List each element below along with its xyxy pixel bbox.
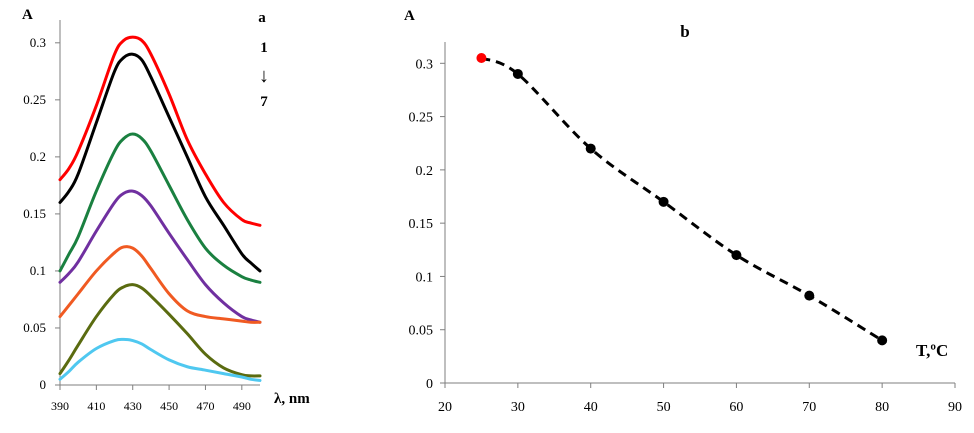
panel-a-x-tick-label: 470 xyxy=(196,399,214,413)
panel-a-label: a xyxy=(258,10,266,26)
panel-b-label: b xyxy=(680,22,689,41)
data-point xyxy=(731,250,742,261)
panel-a-y-tick-label: 0.2 xyxy=(30,149,46,164)
spectrum-line-2 xyxy=(58,52,262,273)
spectra-panel: A a 1 ↓ 7 λ, nm 0 0.05 0.1 0.15 0.2 0.25 0.3 39… xyxy=(22,7,310,413)
data-point xyxy=(804,290,815,301)
panel-b-x-tick-label: 40 xyxy=(584,400,598,415)
panel-a-x-tick-label: 410 xyxy=(87,399,105,413)
panel-b-x-tick-label: 30 xyxy=(511,400,525,415)
panel-a-y-axis-label: A xyxy=(22,7,33,23)
spectrum-line-3 xyxy=(58,132,262,284)
highlighted-data-point xyxy=(476,52,487,63)
data-point xyxy=(512,68,523,79)
panel-b-y-tick-label: 0 xyxy=(426,377,433,392)
spectrum-line-6 xyxy=(58,283,262,378)
spectrum-line-5 xyxy=(58,245,262,324)
panel-b-y-axis-label: A xyxy=(404,8,415,24)
panel-b-x-tick-label: 70 xyxy=(802,400,816,415)
panel-a-x-tick-label: 450 xyxy=(160,399,178,413)
panel-a-x-tick-label: 490 xyxy=(233,399,251,413)
panel-b-x-tick-label: 90 xyxy=(948,400,962,415)
temperature-panel: A b T,ºC 0 0.05 0.1 0.15 0.2 0.25 0.3 20 30 40 50 6… xyxy=(404,8,962,415)
data-point xyxy=(585,143,596,154)
panel-b-y-tick-label: 0.1 xyxy=(416,270,434,285)
panel-b-x-tick-label: 20 xyxy=(438,400,452,415)
spectrum-line-7 xyxy=(58,337,262,382)
panel-a-x-tick-label: 430 xyxy=(124,399,142,413)
panel-b-y-tick-label: 0.3 xyxy=(416,57,434,72)
panel-b-y-tick-label: 0.25 xyxy=(409,111,434,126)
series-range-start-label: 1 xyxy=(260,40,268,56)
absorbance-trend-line xyxy=(480,56,883,342)
spectrum-line-1 xyxy=(58,35,262,227)
panel-b-x-tick-label: 50 xyxy=(657,400,671,415)
panel-b-y-tick-label: 0.15 xyxy=(409,217,434,232)
series-range-arrow: ↓ xyxy=(259,65,269,87)
panel-a-y-tick-label: 0.1 xyxy=(30,263,46,278)
panel-a-x-tick-label: 390 xyxy=(51,399,69,413)
data-point xyxy=(658,196,669,207)
spectrum-line-4 xyxy=(58,189,262,324)
panel-a-y-tick-label: 0.3 xyxy=(30,35,46,50)
panel-b-y-tick-label: 0.2 xyxy=(416,164,434,179)
panel-a-y-tick-label: 0 xyxy=(40,377,47,392)
panel-a-y-tick-label: 0.05 xyxy=(23,320,46,335)
panel-b-y-tick-label: 0.05 xyxy=(409,324,434,339)
panel-a-y-tick-label: 0.15 xyxy=(23,206,46,221)
panel-b-x-tick-label: 60 xyxy=(729,400,743,415)
series-range-end-label: 7 xyxy=(260,94,268,110)
panel-a-x-axis-label: λ, nm xyxy=(274,391,310,407)
panel-b-x-axis-label: T,ºC xyxy=(916,341,948,360)
data-point xyxy=(877,335,888,346)
panel-a-y-tick-label: 0.25 xyxy=(23,92,46,107)
panel-b-x-tick-label: 80 xyxy=(875,400,889,415)
